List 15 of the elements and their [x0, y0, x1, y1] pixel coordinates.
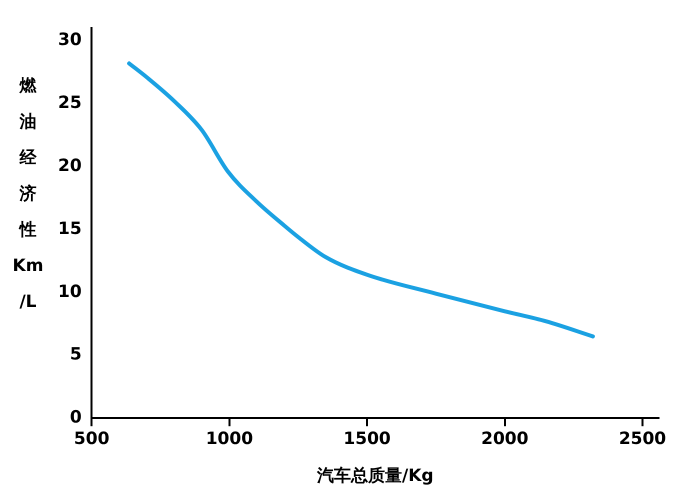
x-tick-label: 500: [74, 428, 110, 449]
x-tick-label: 1500: [343, 428, 391, 449]
y-tick-label: 15: [58, 218, 82, 239]
x-tick-label: 2000: [481, 428, 529, 449]
x-tick-label: 1000: [206, 428, 254, 449]
y-tick-label: 10: [58, 282, 82, 302]
y-tick-label: 20: [58, 156, 82, 176]
x-axis-title: 汽车总质量/Kg: [316, 466, 434, 486]
y-axis-title: 燃油经济性Km/L: [12, 75, 44, 314]
x-tick-label: 2500: [618, 428, 666, 449]
y-tick-label: 0: [70, 408, 82, 428]
line-series: [127, 61, 595, 338]
y-tick-label: 5: [70, 344, 82, 365]
y-tick-label: 30: [58, 30, 82, 50]
y-tick-label: 25: [58, 93, 82, 114]
